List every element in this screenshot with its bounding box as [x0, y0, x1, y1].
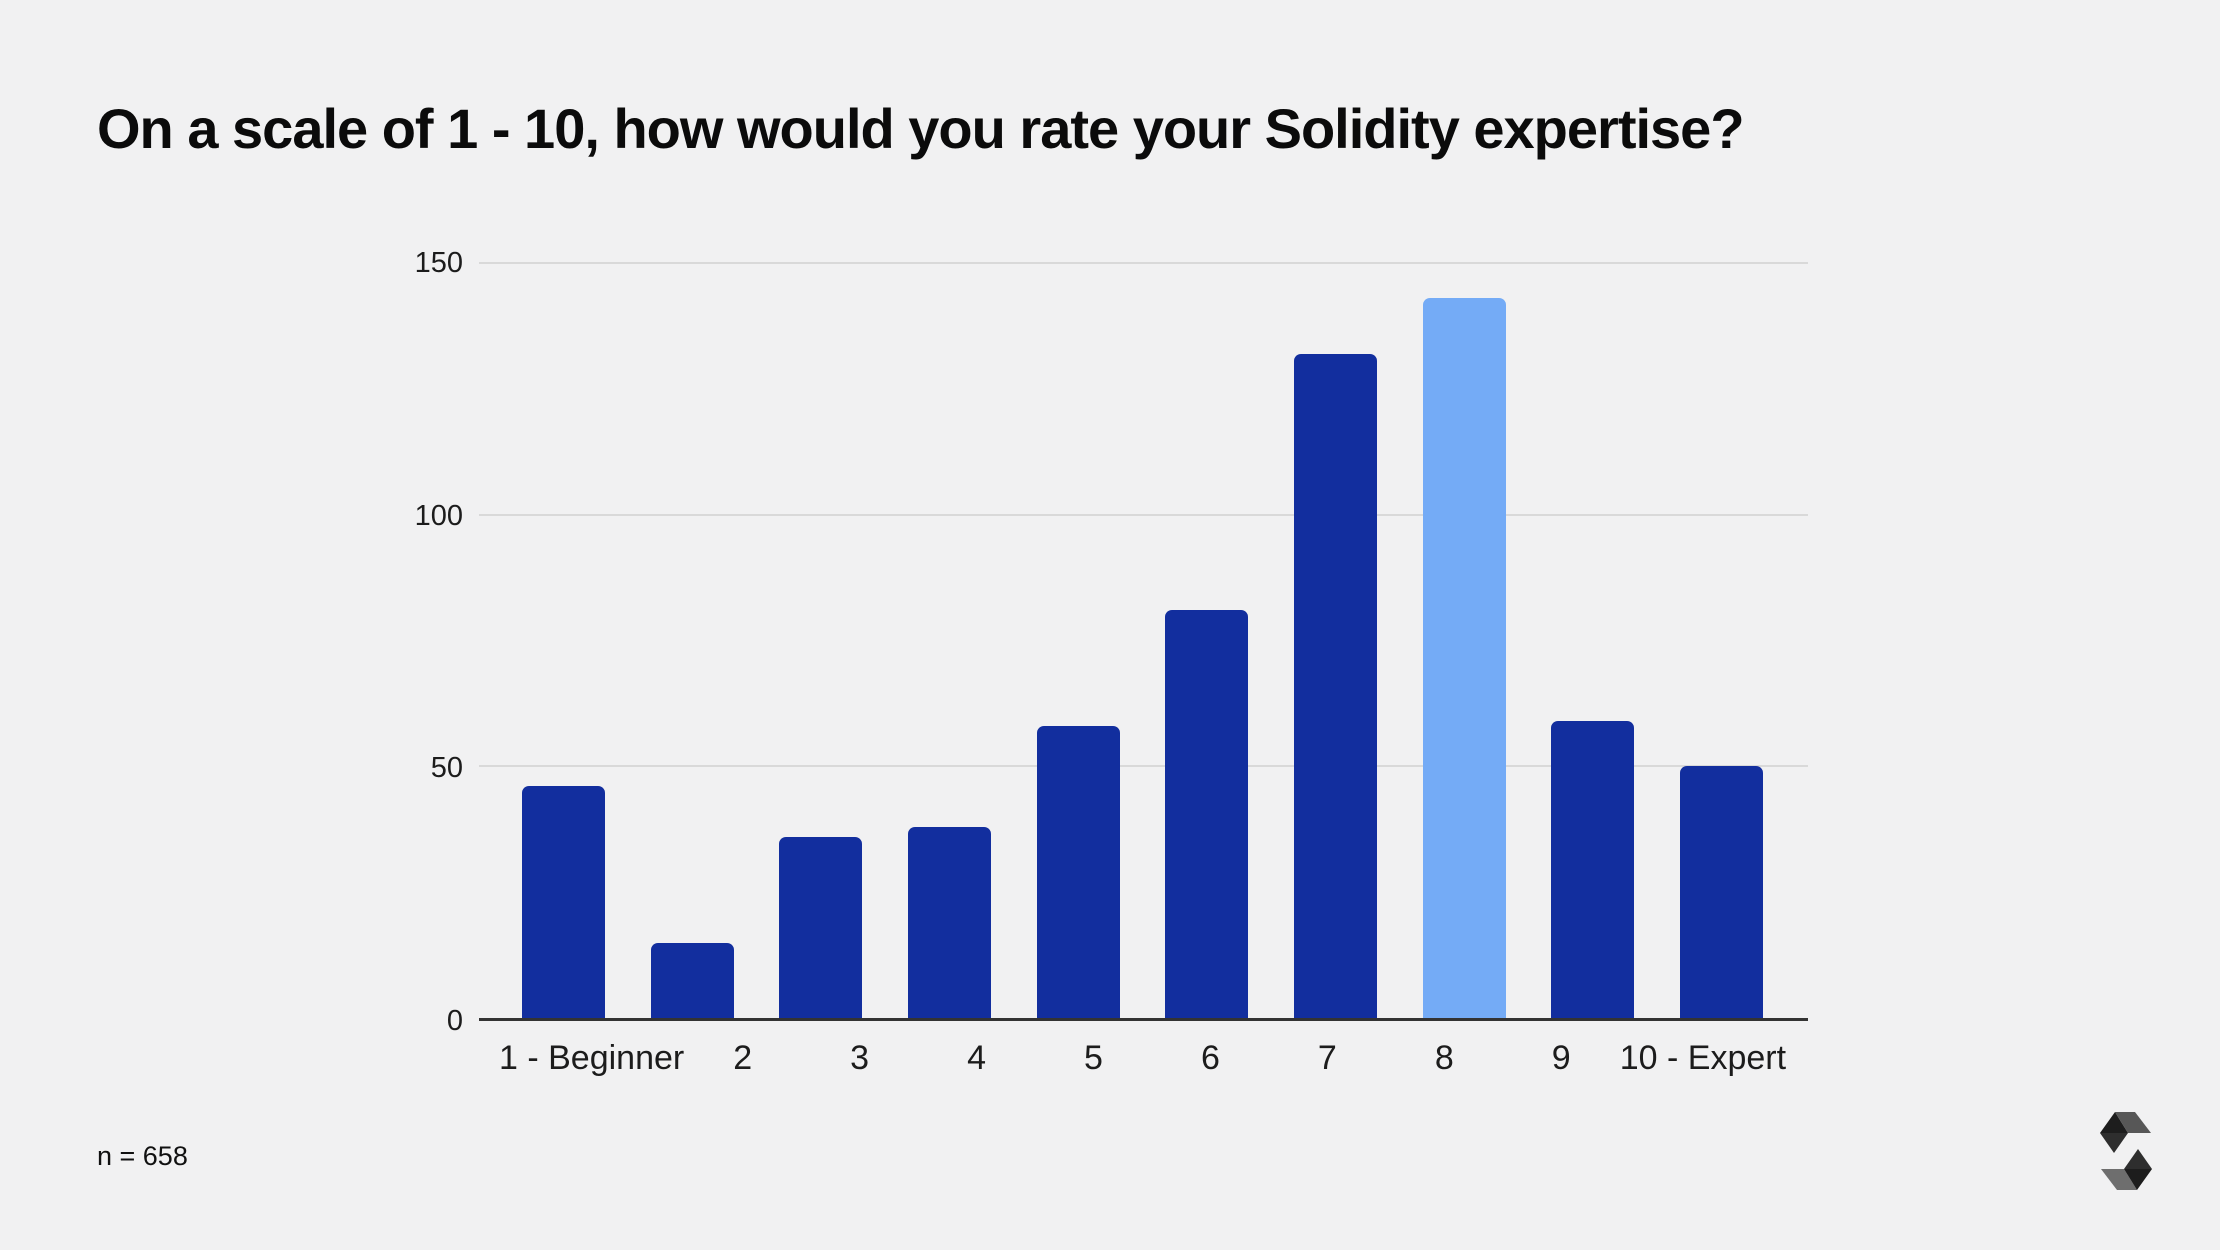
gridline-150	[479, 262, 1808, 264]
solidity-logo-bottom-up-triangle	[2124, 1149, 2152, 1169]
solidity-logo	[2100, 1112, 2152, 1190]
y-tick-label-100: 100	[414, 499, 463, 532]
y-axis-labels: 0 50 100 150	[350, 248, 463, 1036]
y-tick-label-50: 50	[430, 752, 463, 785]
x-tick-label-4: 4	[967, 1039, 987, 1077]
solidity-logo-top-right-quad	[2115, 1112, 2151, 1133]
solidity-logo-top-down-triangle	[2100, 1133, 2128, 1153]
solidity-logo-bottom-right-triangle	[2124, 1169, 2152, 1190]
bar-3	[779, 836, 863, 1018]
bar-2	[650, 942, 734, 1018]
solidity-logo-bottom-left-quad	[2101, 1169, 2137, 1190]
bar-slot-6	[1143, 263, 1272, 1018]
bar-10 - Expert	[1680, 766, 1764, 1018]
x-tick-label-7: 7	[1317, 1039, 1337, 1077]
bar-4	[907, 826, 991, 1018]
x-tick-label-6: 6	[1200, 1039, 1220, 1077]
bar-slot-8	[1400, 263, 1529, 1018]
bar-slot-5	[1014, 263, 1143, 1018]
bar-row	[499, 263, 1786, 1018]
bar-5	[1036, 726, 1120, 1018]
bar-8	[1422, 298, 1506, 1018]
bar-slot-3	[756, 263, 885, 1018]
plot-area	[479, 262, 1808, 1021]
bar-slot-10 - Expert	[1657, 263, 1786, 1018]
bar-slot-9	[1529, 263, 1658, 1018]
bar-1 - Beginner	[521, 786, 605, 1018]
y-tick-label-0: 0	[446, 1005, 463, 1037]
bar-9	[1551, 721, 1635, 1018]
bar-slot-2	[628, 263, 757, 1018]
x-axis-labels: 1 - Beginner 2 3 4 5 6 7 8 9 10 - Expert	[499, 1039, 1786, 1077]
bar-7	[1294, 353, 1378, 1018]
bar-6	[1165, 610, 1249, 1018]
bar-slot-4	[885, 263, 1014, 1018]
gridline-100	[479, 513, 1808, 516]
page-title: On a scale of 1 - 10, how would you rate…	[97, 97, 1745, 160]
y-tick-label-150: 150	[414, 247, 463, 279]
gridline-50	[479, 765, 1808, 768]
x-tick-label-3: 3	[850, 1039, 870, 1077]
solidity-logo-top-left-triangle	[2100, 1112, 2128, 1133]
x-tick-label-2: 2	[733, 1039, 753, 1077]
bar-slot-7	[1271, 263, 1400, 1018]
x-tick-label-10 - Expert: 10 - Expert	[1619, 1039, 1787, 1077]
x-tick-label-9: 9	[1551, 1039, 1571, 1077]
x-tick-label-1 - Beginner: 1 - Beginner	[499, 1039, 685, 1077]
x-tick-label-8: 8	[1434, 1039, 1454, 1077]
sample-size-note: n = 658	[97, 1141, 188, 1171]
bar-slot-1 - Beginner	[499, 263, 628, 1018]
x-tick-label-5: 5	[1084, 1039, 1103, 1077]
